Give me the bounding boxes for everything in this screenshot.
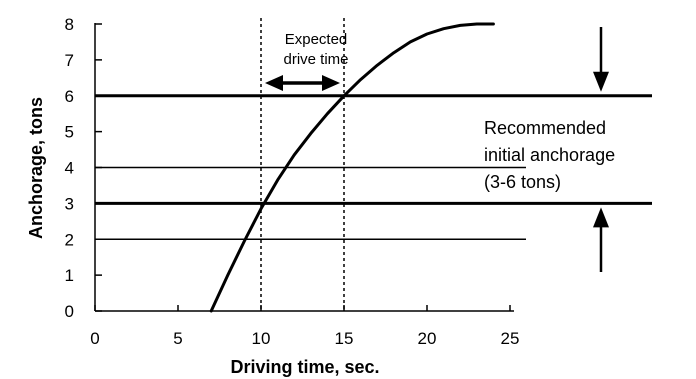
drive-time-arrow-right-head [322,75,340,91]
y-tick-label-2: 2 [65,230,74,249]
recommended-line2: initial anchorage [484,145,615,165]
series-group [209,22,495,313]
y-axis-ticks: 0 1 2 3 4 5 6 7 8 [65,15,102,321]
y-tick-label-0: 0 [65,302,74,321]
y-tick-label-1: 1 [65,266,74,285]
y-tick-label-6: 6 [65,87,74,106]
y-tick-label-7: 7 [65,51,74,70]
x-tick-label-10: 10 [252,329,271,348]
expected-drive-time-line1: Expected [285,31,348,48]
x-axis-ticks: 0 5 10 15 20 25 [90,305,519,348]
y-tick-label-8: 8 [65,15,74,34]
up-arrow-head [593,207,609,228]
down-arrow-head [593,71,609,92]
y-tick-label-5: 5 [65,123,74,142]
x-tick-label-25: 25 [501,329,520,348]
x-axis-title: Driving time, sec. [230,357,379,377]
recommended-line1: Recommended [484,118,606,138]
x-tick-label-5: 5 [173,329,182,348]
reference-lines [95,18,652,311]
y-axis-title: Anchorage, tons [26,97,46,239]
drive-time-arrow-left-head [265,75,283,91]
annotations: Expected drive time Recommended initial … [265,27,615,272]
y-tick-label-3: 3 [65,194,74,213]
x-tick-label-15: 15 [335,329,354,348]
x-tick-label-20: 20 [418,329,437,348]
x-tick-label-0: 0 [90,329,99,348]
series-curve-0 [209,22,495,313]
y-tick-label-4: 4 [65,159,74,178]
recommended-line3: (3-6 tons) [484,172,561,192]
expected-drive-time-line2: drive time [283,51,348,68]
